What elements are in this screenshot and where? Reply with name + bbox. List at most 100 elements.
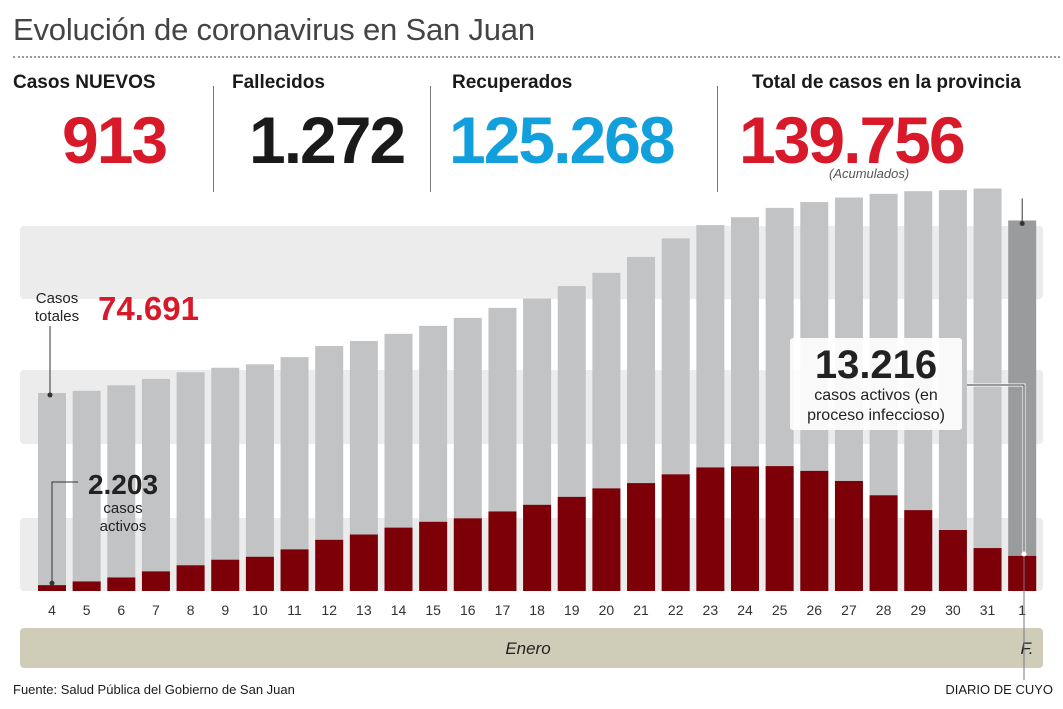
x-tick-label: 12	[321, 602, 337, 618]
active-cases-bar	[904, 510, 933, 591]
stat-label-new-cases: Casos NUEVOS	[13, 72, 156, 93]
x-tick-label: 6	[117, 602, 125, 618]
stat-divider	[717, 86, 718, 192]
active-end-label: proceso infeccioso)	[807, 407, 945, 424]
active-cases-bar	[834, 480, 863, 591]
x-tick-label: 26	[807, 602, 823, 618]
source-credit: Fuente: Salud Pública del Gobierno de Sa…	[13, 682, 295, 697]
x-tick-label: 25	[772, 602, 788, 618]
active-cases-bar	[1008, 555, 1037, 591]
total-cases-bar	[211, 367, 240, 591]
active-cases-bar	[315, 539, 344, 591]
x-tick-label: 21	[633, 602, 649, 618]
active-cases-bar	[38, 585, 66, 591]
x-tick-label: 7	[152, 602, 160, 618]
stat-divider	[213, 86, 214, 192]
active-end-label: casos activos (en	[814, 387, 938, 404]
total-cases-bar	[1008, 220, 1037, 591]
active-cases-bar	[731, 466, 759, 591]
x-tick-label: 31	[980, 602, 996, 618]
month-band	[20, 628, 1043, 668]
x-tick-label: 4	[48, 602, 56, 618]
active-cases-bar	[661, 474, 690, 591]
stat-value-total: 139.756	[739, 103, 966, 177]
active-cases-bar	[453, 518, 482, 591]
leader-dot	[1021, 551, 1027, 557]
total-cases-bar	[72, 390, 101, 591]
x-tick-label: 5	[83, 602, 91, 618]
leader-line	[51, 481, 78, 584]
stat-value-deaths: 1.272	[249, 103, 406, 177]
total-start-label: totales	[35, 308, 79, 325]
active-start-label: casos	[103, 500, 142, 517]
x-tick-label: 22	[668, 602, 684, 618]
x-tick-label: 10	[252, 602, 268, 618]
x-tick-label: 24	[737, 602, 753, 618]
active-cases-bar	[141, 571, 170, 591]
page-title: Evolución de coronavirus en San Juan	[13, 12, 535, 47]
total-start-label: Casos	[36, 290, 79, 307]
stat-value-new-cases: 913	[62, 103, 168, 177]
x-tick-label: 14	[391, 602, 407, 618]
x-tick-label: 29	[910, 602, 926, 618]
active-cases-bar	[869, 495, 898, 591]
active-cases-bar	[107, 577, 136, 591]
active-cases-bar	[72, 581, 101, 591]
x-tick-label: 1	[1018, 602, 1026, 618]
active-cases-bar	[938, 530, 967, 591]
active-cases-bar	[765, 466, 794, 591]
x-tick-label: 23	[703, 602, 719, 618]
x-tick-label: 20	[599, 602, 615, 618]
title-divider	[13, 56, 1060, 58]
x-tick-label: 27	[841, 602, 857, 618]
total-cases-bar	[176, 372, 205, 591]
x-tick-label: 30	[945, 602, 961, 618]
active-start-value: 2.203	[88, 469, 158, 500]
active-cases-bar	[627, 483, 656, 591]
active-cases-bar	[973, 548, 1002, 591]
leader-line	[967, 384, 1025, 554]
active-cases-bar	[592, 488, 621, 591]
active-cases-bar	[800, 470, 829, 591]
total-cases-bar	[141, 378, 170, 591]
active-cases-bar	[557, 496, 586, 591]
x-tick-label: 15	[425, 602, 441, 618]
leader-dot	[49, 580, 55, 586]
active-cases-bar	[176, 565, 205, 591]
active-cases-bar	[696, 467, 725, 591]
x-tick-label: 17	[495, 602, 511, 618]
month-label: Enero	[505, 639, 550, 658]
leader-dot	[47, 392, 53, 398]
active-cases-bar	[280, 549, 309, 591]
total-cases-bar	[107, 385, 136, 591]
month-label-2: F.	[1021, 639, 1034, 658]
stat-label-total: Total de casos en la provincia	[752, 72, 1021, 93]
annotation-box	[790, 338, 962, 430]
publisher-brand: DIARIO DE CUYO	[945, 682, 1053, 697]
stat-value-recovered: 125.268	[449, 103, 676, 177]
stat-label-recovered: Recuperados	[452, 72, 573, 93]
stat-label-deaths: Fallecidos	[232, 72, 325, 93]
active-cases-bar	[349, 534, 378, 591]
active-cases-bar	[523, 504, 552, 591]
active-cases-bar	[419, 521, 448, 591]
x-tick-label: 16	[460, 602, 476, 618]
x-tick-label: 11	[287, 602, 302, 618]
total-cases-bar	[245, 364, 274, 591]
total-note: (Acumulados)	[829, 166, 910, 181]
total-cases-bar	[973, 188, 1002, 591]
stat-divider	[430, 86, 431, 192]
x-tick-label: 9	[221, 602, 229, 618]
x-tick-label: 19	[564, 602, 580, 618]
x-tick-label: 18	[529, 602, 545, 618]
active-cases-bar	[245, 556, 274, 591]
leader-dot	[1019, 220, 1025, 226]
x-tick-label: 13	[356, 602, 372, 618]
total-start-value: 74.691	[98, 290, 199, 327]
active-cases-bar	[488, 511, 517, 591]
active-cases-bar	[384, 527, 413, 591]
x-tick-label: 28	[876, 602, 892, 618]
active-start-label: activos	[100, 518, 147, 535]
active-cases-bar	[211, 559, 240, 591]
